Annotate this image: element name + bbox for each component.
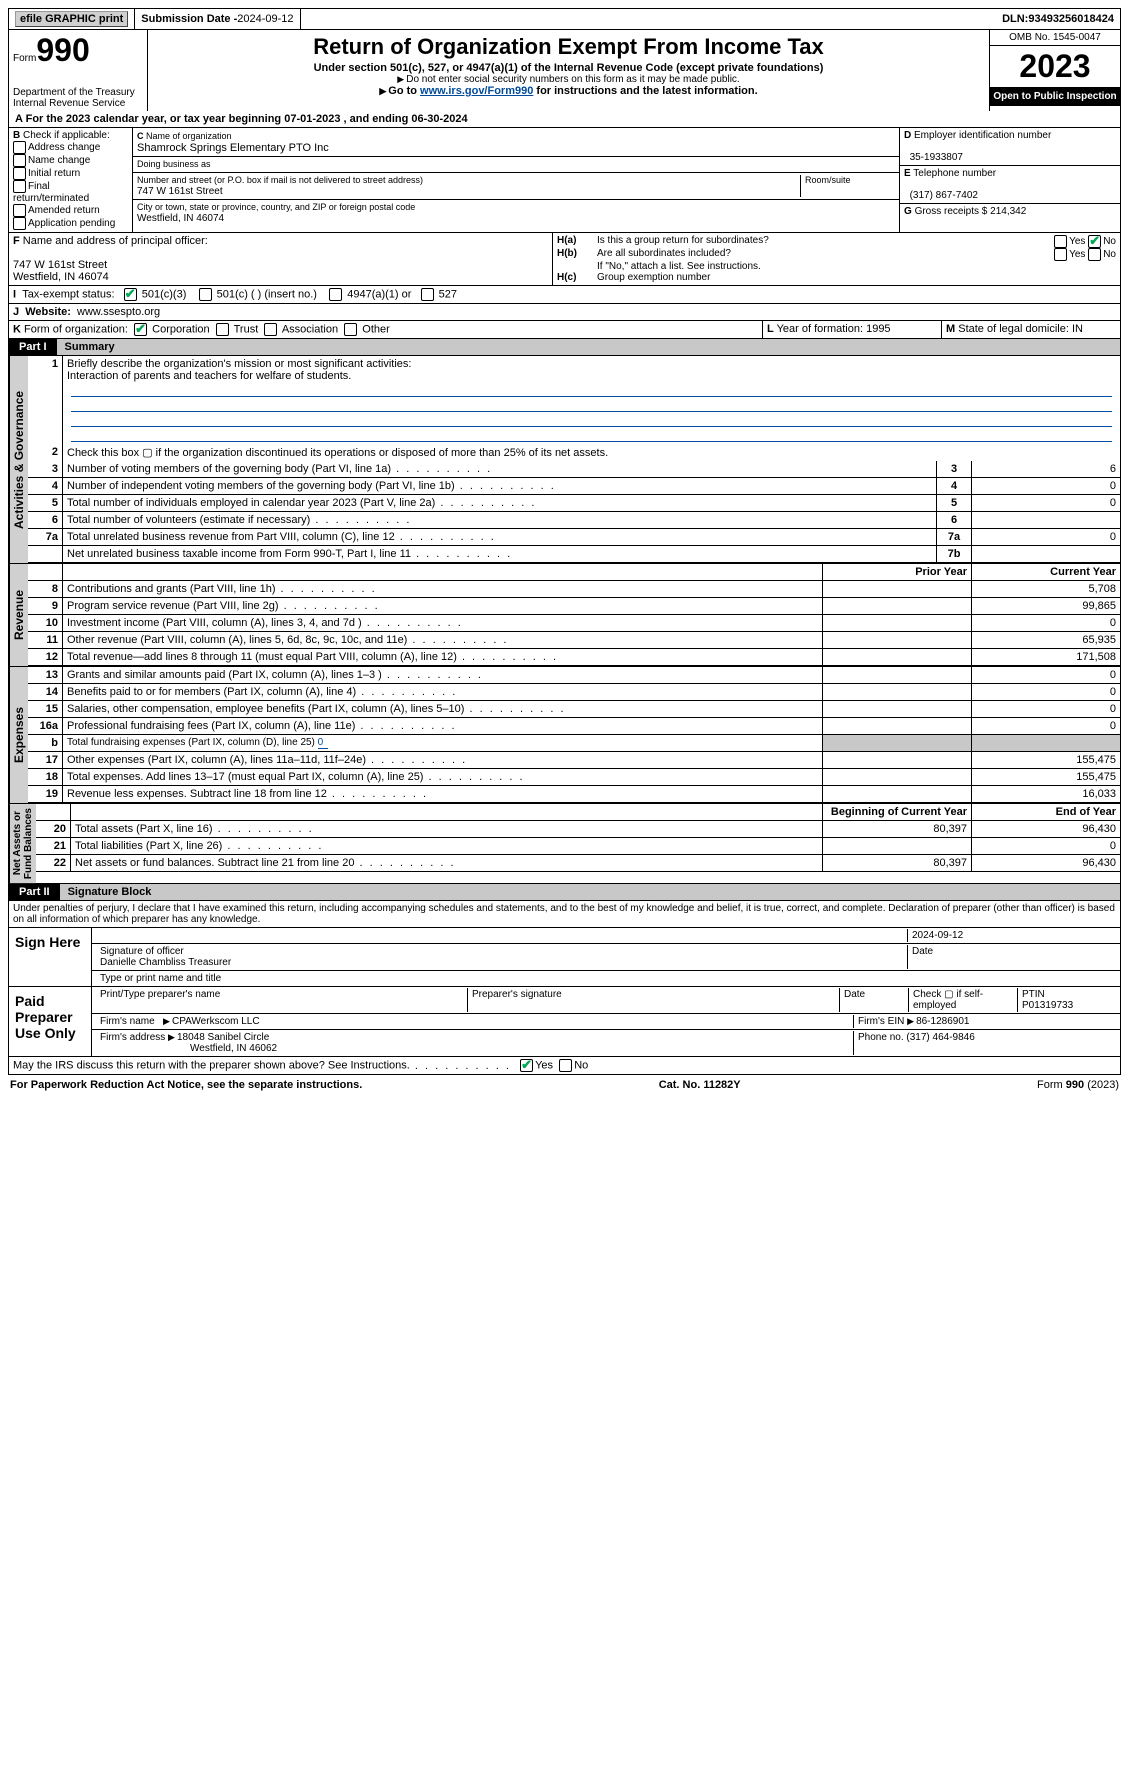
box-h: H(a)Is this a group return for subordina… (553, 233, 1120, 285)
footer: For Paperwork Reduction Act Notice, see … (8, 1075, 1121, 1095)
expense-row: 15Salaries, other compensation, employee… (28, 701, 1120, 718)
expense-row: 14Benefits paid to or for members (Part … (28, 684, 1120, 701)
revenue-row: 11Other revenue (Part VIII, column (A), … (28, 632, 1120, 649)
summary-row: Net unrelated business taxable income fr… (28, 546, 1120, 563)
part1-header: Part I Summary (8, 339, 1121, 356)
expense-row: 16aProfessional fundraising fees (Part I… (28, 718, 1120, 735)
topbar: efile GRAPHIC print Submission Date - 20… (8, 8, 1121, 30)
netassets-row: 22Net assets or fund balances. Subtract … (36, 855, 1120, 872)
box-deg: D Employer identification number 35-1933… (900, 128, 1120, 232)
summary-row: 4Number of independent voting members of… (28, 478, 1120, 495)
efile-button[interactable]: efile GRAPHIC print (9, 9, 135, 29)
expense-row: 18Total expenses. Add lines 13–17 (must … (28, 769, 1120, 786)
page-title: Return of Organization Exempt From Incom… (154, 34, 983, 60)
box-f: F Name and address of principal officer:… (9, 233, 553, 285)
paid-preparer-label: Paid Preparer Use Only (9, 987, 92, 1056)
box-k: K Form of organization: Corporation Trus… (9, 321, 763, 338)
netassets-row: 20Total assets (Part X, line 16)80,39796… (36, 821, 1120, 838)
sign-here-label: Sign Here (9, 928, 92, 986)
vert-revenue: Revenue (9, 564, 28, 666)
expense-row: 19Revenue less expenses. Subtract line 1… (28, 786, 1120, 803)
part2-header: Part II Signature Block (8, 884, 1121, 901)
form-title-box: Return of Organization Exempt From Incom… (148, 30, 989, 111)
year-box: OMB No. 1545-0047 2023 Open to Public In… (989, 30, 1120, 111)
revenue-row: 10Investment income (Part VIII, column (… (28, 615, 1120, 632)
box-b: B Check if applicable: Address change Na… (9, 128, 133, 232)
form-id-box: Form990 Department of the Treasury Inter… (9, 30, 148, 111)
summary-row: 3Number of voting members of the governi… (28, 461, 1120, 478)
expense-row: bTotal fundraising expenses (Part IX, co… (28, 735, 1120, 752)
netassets-row: 21Total liabilities (Part X, line 26)0 (36, 838, 1120, 855)
revenue-row: 12Total revenue—add lines 8 through 11 (… (28, 649, 1120, 666)
box-i: I Tax-exempt status: 501(c)(3) 501(c) ( … (9, 286, 1120, 303)
instructions-link[interactable]: www.irs.gov/Form990 (420, 85, 533, 97)
revenue-row: 9Program service revenue (Part VIII, lin… (28, 598, 1120, 615)
discuss-row: May the IRS discuss this return with the… (8, 1057, 1121, 1075)
vert-netassets: Net Assets orFund Balances (9, 804, 36, 883)
summary-row: 7aTotal unrelated business revenue from … (28, 529, 1120, 546)
vert-activities: Activities & Governance (9, 356, 28, 563)
expense-row: 13Grants and similar amounts paid (Part … (28, 667, 1120, 684)
tax-year-line: A For the 2023 calendar year, or tax yea… (8, 111, 1121, 128)
dln: DLN: 93493256018424 (996, 9, 1120, 29)
box-j: J Website: www.ssespto.org (9, 304, 1120, 320)
box-c: C Name of organizationShamrock Springs E… (133, 128, 900, 232)
box-l: L Year of formation: 1995 (763, 321, 942, 338)
expense-row: 17Other expenses (Part IX, column (A), l… (28, 752, 1120, 769)
box-m: M State of legal domicile: IN (942, 321, 1120, 338)
revenue-row: 8Contributions and grants (Part VIII, li… (28, 581, 1120, 598)
summary-row: 5Total number of individuals employed in… (28, 495, 1120, 512)
summary-row: 6Total number of volunteers (estimate if… (28, 512, 1120, 529)
submission-date: Submission Date - 2024-09-12 (135, 9, 300, 29)
perjury-text: Under penalties of perjury, I declare th… (8, 901, 1121, 928)
vert-expenses: Expenses (9, 667, 28, 803)
